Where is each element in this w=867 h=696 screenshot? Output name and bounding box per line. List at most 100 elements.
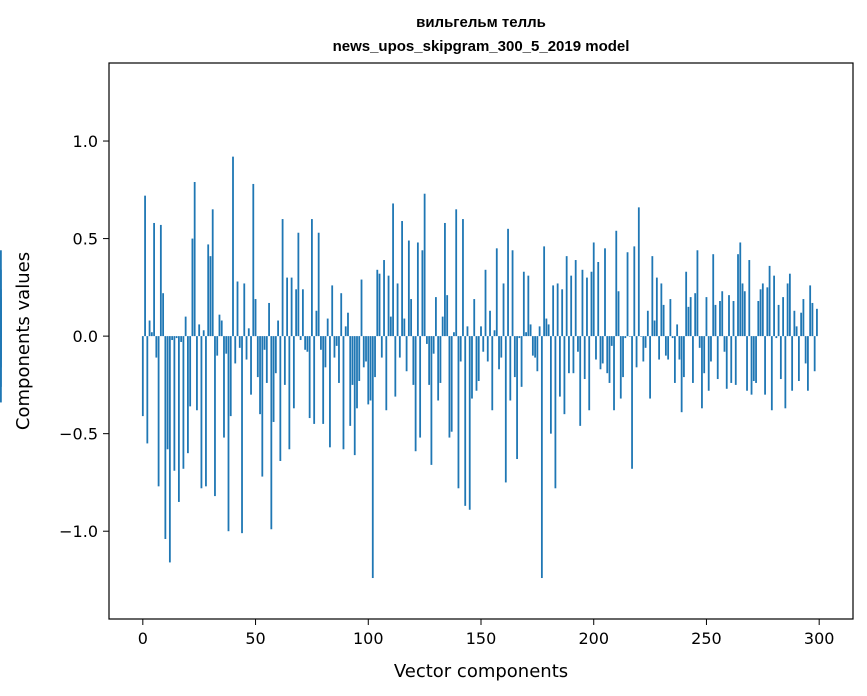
bar xyxy=(721,291,724,337)
bar xyxy=(667,336,670,360)
bar xyxy=(184,316,187,337)
bar xyxy=(432,336,435,354)
bar xyxy=(581,269,584,337)
bar xyxy=(335,336,338,346)
bar xyxy=(358,336,361,381)
bar xyxy=(586,277,588,337)
bar xyxy=(385,336,388,411)
bar xyxy=(527,275,530,337)
bar xyxy=(353,336,356,456)
bar xyxy=(394,336,397,397)
bar xyxy=(793,310,796,337)
bar xyxy=(369,336,372,401)
bar xyxy=(214,336,216,497)
bar xyxy=(288,336,291,450)
bar xyxy=(207,244,210,337)
bar xyxy=(568,336,570,374)
bar xyxy=(241,336,243,534)
bar xyxy=(252,183,255,337)
bar xyxy=(380,336,383,358)
bar xyxy=(802,299,805,337)
bar xyxy=(347,312,349,337)
y-tick-label: 0.0 xyxy=(73,327,98,346)
bar xyxy=(295,289,298,337)
bar xyxy=(725,336,728,389)
bar xyxy=(367,336,370,405)
bar xyxy=(356,336,358,409)
bar xyxy=(694,293,697,337)
bar xyxy=(626,252,629,337)
bar xyxy=(748,260,751,337)
bar xyxy=(511,250,514,337)
bar xyxy=(247,328,250,337)
bar xyxy=(268,302,270,337)
bar xyxy=(387,275,390,337)
bar xyxy=(565,256,568,337)
bar xyxy=(306,336,309,352)
bar xyxy=(322,336,325,424)
bar xyxy=(299,336,302,341)
bar xyxy=(730,336,733,383)
bar xyxy=(507,228,509,337)
bar xyxy=(182,336,185,469)
bar xyxy=(329,336,331,448)
bar xyxy=(712,254,715,337)
bar xyxy=(196,336,198,411)
bar xyxy=(245,336,248,360)
bar xyxy=(218,314,221,337)
bar xyxy=(414,336,417,452)
bar xyxy=(187,336,189,454)
bar xyxy=(435,297,437,337)
bar xyxy=(556,283,559,337)
bar xyxy=(741,283,744,337)
bar xyxy=(631,336,633,469)
bar xyxy=(678,336,681,360)
bar xyxy=(250,336,252,395)
bar xyxy=(561,289,564,337)
bar xyxy=(468,336,471,510)
bar xyxy=(784,336,787,409)
bar xyxy=(531,336,534,356)
bar xyxy=(608,336,611,383)
bar xyxy=(290,277,293,337)
bar xyxy=(272,336,275,422)
bar xyxy=(574,260,577,337)
bar xyxy=(513,336,516,378)
bar xyxy=(324,336,327,368)
bar xyxy=(577,336,579,352)
bar xyxy=(669,299,672,337)
bar xyxy=(549,336,552,434)
bar xyxy=(673,336,676,383)
bar xyxy=(491,336,494,411)
bar xyxy=(759,289,762,337)
bar xyxy=(559,336,561,397)
bar xyxy=(529,324,532,337)
bar xyxy=(450,336,453,432)
bar xyxy=(457,336,460,489)
bar xyxy=(807,336,809,391)
bar xyxy=(813,336,816,372)
x-tick-label: 300 xyxy=(804,629,835,648)
bar xyxy=(525,332,527,337)
bar xyxy=(462,219,464,337)
bar xyxy=(0,297,2,337)
bar xyxy=(344,326,347,337)
bar xyxy=(619,336,622,399)
bar xyxy=(791,336,794,391)
bar xyxy=(493,330,496,337)
bar xyxy=(473,299,476,337)
bar xyxy=(642,336,645,362)
bar xyxy=(209,256,212,337)
bar xyxy=(788,273,791,337)
x-tick-label: 250 xyxy=(691,629,722,648)
bar xyxy=(410,299,413,337)
bar xyxy=(425,336,428,344)
bar xyxy=(766,287,769,337)
bar xyxy=(540,336,543,579)
bar xyxy=(764,336,766,395)
bar xyxy=(292,336,295,409)
bar xyxy=(338,336,340,383)
bar xyxy=(773,275,775,337)
bar xyxy=(651,256,654,337)
bar xyxy=(376,269,379,337)
